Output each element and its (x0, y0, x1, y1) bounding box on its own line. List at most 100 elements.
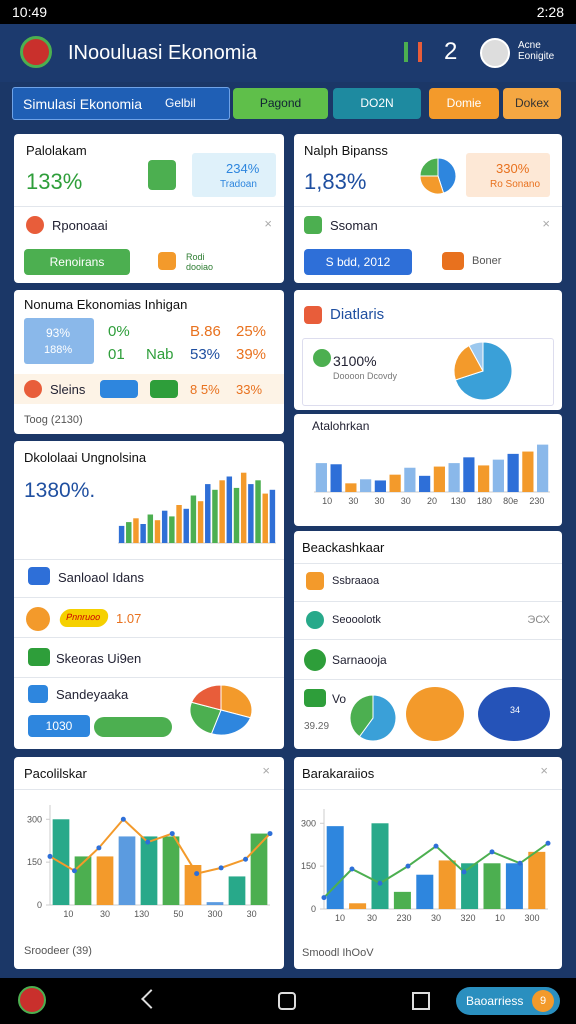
list-item[interactable]: Sanloaol Idans (58, 570, 145, 585)
side-label: ЭСХ (527, 614, 550, 626)
x-tick-label: 50 (173, 909, 183, 919)
bar (393, 891, 411, 909)
line-point (47, 853, 53, 859)
icon (26, 216, 44, 234)
notification-count[interactable]: 2 (444, 38, 458, 65)
list-item[interactable]: Sandeyaaka (56, 687, 129, 702)
x-tick-label: 10 (335, 913, 345, 923)
line-point (218, 865, 224, 871)
list-item[interactable]: Vo (332, 692, 347, 706)
y-tick-label: 300 (27, 814, 42, 824)
tab-label: Simulasi Ekonomia (23, 96, 143, 112)
bar (255, 480, 261, 543)
button[interactable]: Renoirans (24, 249, 130, 275)
bar (154, 520, 161, 543)
list-item[interactable]: 1.07 (116, 611, 142, 626)
divider (14, 637, 284, 638)
close-icon[interactable]: × (540, 763, 548, 778)
x-tick-label: 130 (451, 496, 466, 506)
list-item[interactable]: Ssbraaoa (332, 575, 380, 587)
bar (345, 483, 357, 492)
y-tick-label: 0 (311, 904, 316, 914)
line-point (321, 895, 327, 901)
icon (304, 306, 322, 324)
stat-box: 234% Tradoan (192, 153, 276, 197)
divider (14, 677, 284, 678)
bar (478, 465, 490, 492)
card-title: Palolakam (26, 143, 87, 158)
list-item[interactable]: Skeoras Ui9en (56, 651, 142, 666)
recents-button[interactable] (412, 992, 430, 1010)
divider (294, 601, 562, 602)
line-point (169, 831, 175, 837)
card: Atalohrkan 10 30 30 30 20 130 180 80e 230 (294, 414, 562, 526)
x-tick-label: 10 (495, 913, 505, 923)
avatar[interactable] (480, 38, 510, 68)
list-item[interactable]: Seooolotk (332, 614, 381, 626)
y-tick-label: 300 (301, 818, 316, 828)
bar (419, 475, 431, 492)
bar (528, 851, 546, 909)
row-label: Rponoaai (52, 218, 108, 233)
card: Nalph Bipanss 1,83% 330% Ro Sonano Ssoma… (294, 134, 562, 283)
bar (461, 863, 479, 909)
cell: 01 (108, 346, 125, 363)
divider (294, 679, 562, 680)
close-icon[interactable]: × (542, 216, 550, 231)
button[interactable]: 1030 (28, 715, 90, 737)
bar (360, 479, 372, 492)
bar-line-chart: 0 150 300 10 30 130 50 300 30 (27, 805, 273, 919)
bar (219, 480, 225, 543)
tag: Pnnruoo (58, 609, 110, 627)
pie-slice (406, 687, 464, 741)
bar (416, 874, 434, 909)
x-tick-label: 180 (477, 496, 492, 506)
icon (28, 567, 50, 585)
cell: Nab (146, 346, 174, 363)
icon (304, 649, 326, 671)
card-value: 1380%. (24, 479, 96, 502)
close-icon[interactable]: × (264, 216, 272, 231)
pie-slice (220, 684, 253, 719)
icon (28, 648, 50, 666)
card-title: Diatlaris (330, 306, 385, 323)
button[interactable]: S bdd, 2012 (304, 249, 412, 275)
bar (118, 525, 125, 543)
action-pill[interactable]: Baoarriess 9 (456, 987, 560, 1015)
list-item[interactable]: Sarnaooja (332, 653, 387, 667)
tab[interactable]: Dokex (503, 88, 561, 119)
icon (442, 252, 464, 270)
stat-label: Tradoan (220, 179, 257, 190)
card: Pacolilskar × 0 150 300 10 30 130 50 300 30 Sroo… (14, 757, 284, 969)
tab[interactable]: DO2N (333, 88, 421, 119)
icon (148, 160, 176, 190)
bar (162, 836, 180, 905)
tab[interactable]: Domie (429, 88, 499, 119)
tab-label: Gelbil (165, 96, 196, 110)
bar (147, 514, 154, 543)
capsule (94, 717, 172, 737)
filter-icon[interactable] (404, 42, 422, 62)
y-tick-label: 0 (37, 900, 42, 910)
footer: Sroodeer (39) (24, 945, 92, 957)
tab-main[interactable]: Simulasi Ekonomia Gelbil (12, 87, 230, 120)
footer: Toog (2130) (24, 414, 83, 426)
bar (448, 463, 460, 492)
badge: 34 (510, 705, 521, 715)
line-point (267, 831, 273, 837)
back-button[interactable] (141, 989, 161, 1009)
line-point (96, 845, 102, 851)
bar (248, 484, 254, 543)
home-button[interactable] (278, 992, 296, 1010)
pie-slice (419, 175, 445, 195)
pie-chart (406, 687, 464, 741)
pill-badge: 9 (532, 990, 554, 1012)
bar-line-chart: 0 150 300 10 30 230 30 320 10 300 (301, 809, 551, 923)
cell: 93% (46, 326, 71, 340)
close-icon[interactable]: × (262, 763, 270, 778)
note: 39.29 (304, 721, 330, 732)
tab[interactable]: Pagond (233, 88, 328, 119)
bar (492, 459, 504, 492)
pie-slice (437, 157, 457, 194)
